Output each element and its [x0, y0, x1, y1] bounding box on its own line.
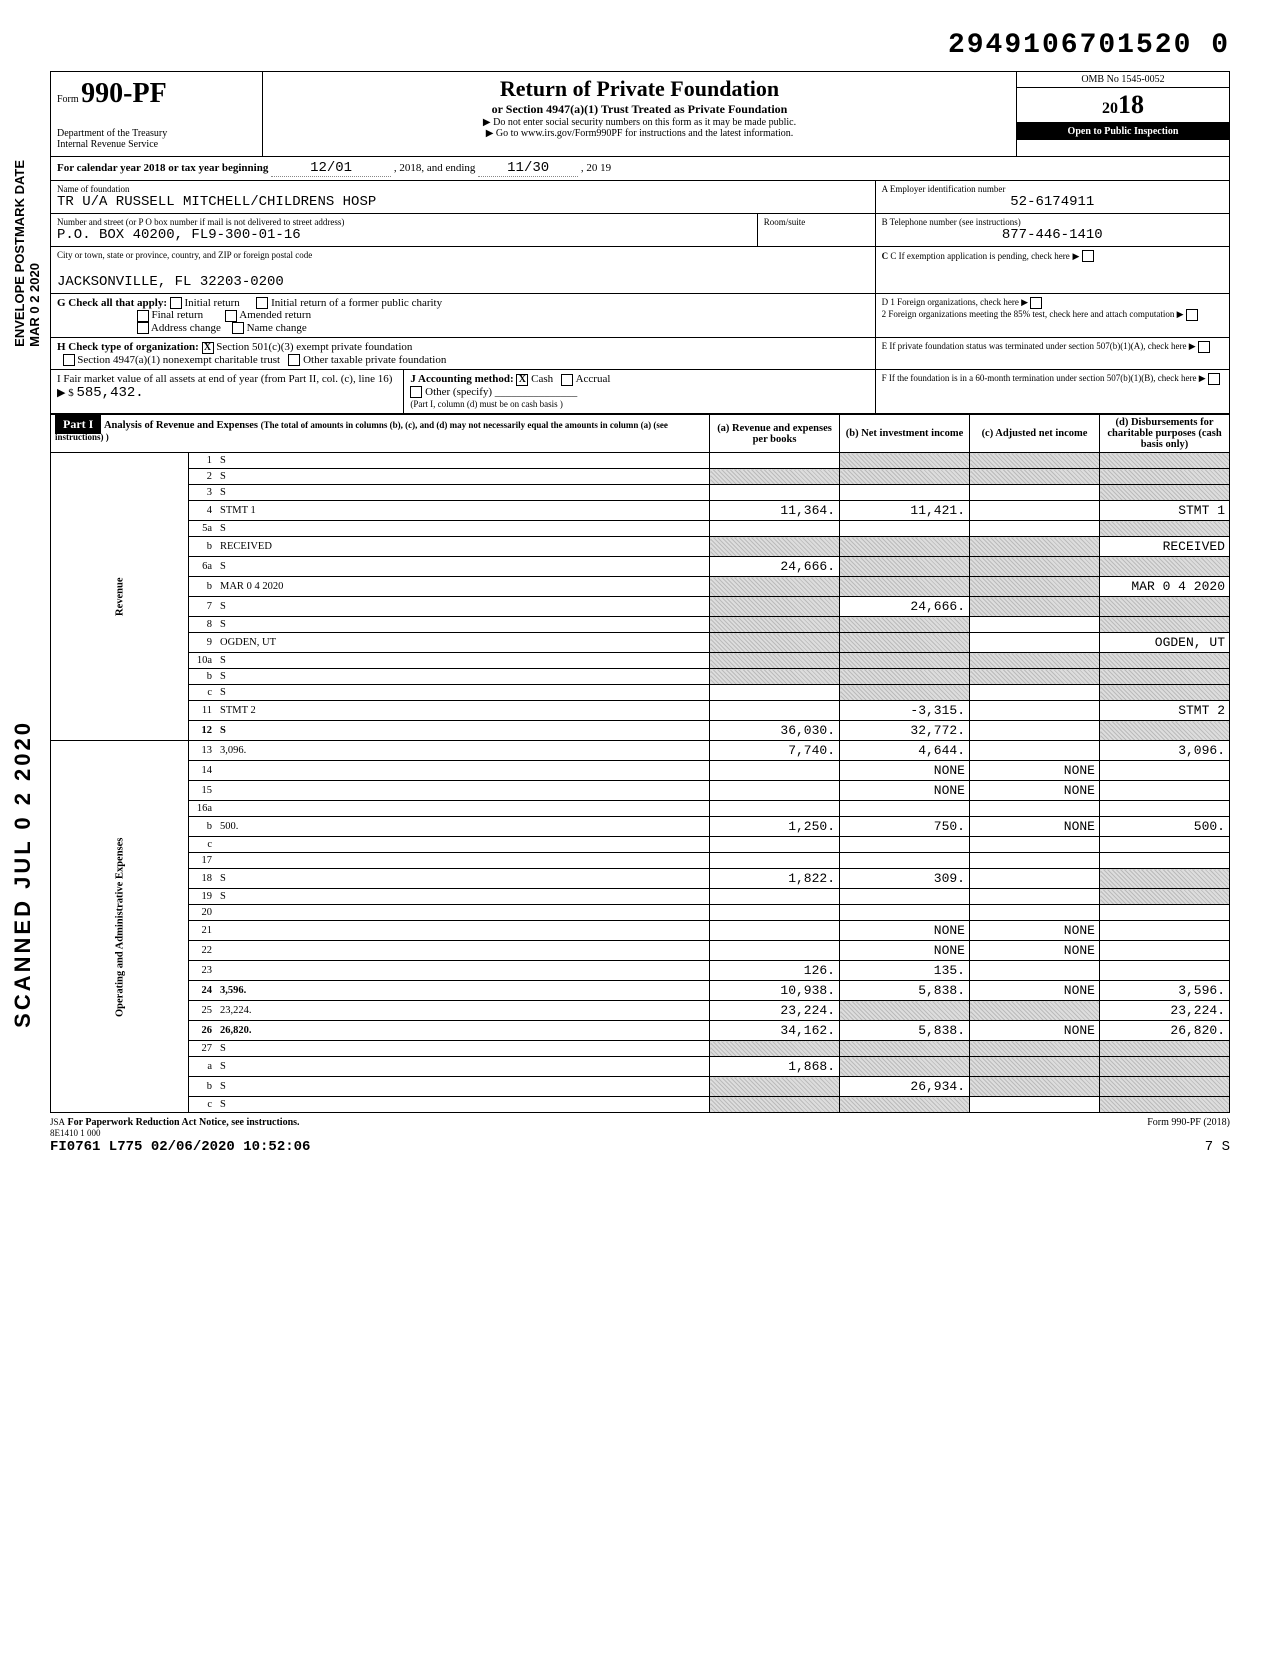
- city-state-zip: JACKSONVILLE, FL 32203-0200: [57, 274, 869, 290]
- table-row: cS: [51, 1097, 1230, 1113]
- table-row: 6aS24,666.: [51, 557, 1230, 577]
- status-terminated-checkbox[interactable]: [1198, 341, 1210, 353]
- table-row: Operating and Administrative Expenses133…: [51, 741, 1230, 761]
- postmark-stamp: ENVELOPE POSTMARK DATE MAR 0 2 2020: [12, 160, 42, 347]
- table-row: 11STMT 2-3,315.STMT 2: [51, 701, 1230, 721]
- street-address: P.O. BOX 40200, FL9-300-01-16: [57, 227, 751, 243]
- amended-return-checkbox[interactable]: [225, 310, 237, 322]
- revenue-section-label: Revenue: [51, 453, 189, 741]
- table-row: 5aS: [51, 521, 1230, 537]
- final-return-checkbox[interactable]: [137, 310, 149, 322]
- table-row: 20: [51, 905, 1230, 921]
- other-taxable-checkbox[interactable]: [288, 354, 300, 366]
- table-row: 243,596.10,938.5,838.NONE3,596.: [51, 981, 1230, 1001]
- scanned-stamp: SCANNED JUL 0 2 2020: [10, 720, 36, 1028]
- table-row: 18S1,822.309.: [51, 869, 1230, 889]
- part1-table: Part I Analysis of Revenue and Expenses …: [50, 414, 1230, 1113]
- table-row: bRECEIVEDRECEIVED: [51, 537, 1230, 557]
- omb-number: OMB No 1545-0052: [1017, 72, 1229, 88]
- other-method-checkbox[interactable]: [410, 386, 422, 398]
- table-row: bS26,934.: [51, 1077, 1230, 1097]
- form-header: Form 990-PF Department of the Treasury I…: [50, 71, 1230, 157]
- table-row: 27S: [51, 1041, 1230, 1057]
- table-row: 4STMT 111,364.11,421.STMT 1: [51, 501, 1230, 521]
- name-change-checkbox[interactable]: [232, 322, 244, 334]
- page-footer: JSA For Paperwork Reduction Act Notice, …: [50, 1117, 1230, 1155]
- table-row: 12S36,030.32,772.: [51, 721, 1230, 741]
- table-row: c: [51, 837, 1230, 853]
- tax-year: 2018: [1017, 88, 1229, 123]
- initial-return-checkbox[interactable]: [170, 297, 182, 309]
- table-row: 2S: [51, 469, 1230, 485]
- table-row: bMAR 0 4 2020MAR 0 4 2020: [51, 577, 1230, 597]
- 501c3-checkbox[interactable]: X: [202, 342, 214, 354]
- form-title: Return of Private Foundation: [267, 76, 1012, 102]
- table-row: 2626,820.34,162.5,838.NONE26,820.: [51, 1021, 1230, 1041]
- table-row: aS1,868.: [51, 1057, 1230, 1077]
- former-charity-checkbox[interactable]: [256, 297, 268, 309]
- foreign-org-checkbox[interactable]: [1030, 297, 1042, 309]
- table-row: 8S: [51, 617, 1230, 633]
- table-row: 9OGDEN, UTOGDEN, UT: [51, 633, 1230, 653]
- expenses-section-label: Operating and Administrative Expenses: [51, 741, 189, 1113]
- foundation-name: TR U/A RUSSELL MITCHELL/CHILDRENS HOSP: [57, 194, 869, 210]
- foreign-85-checkbox[interactable]: [1186, 309, 1198, 321]
- table-row: 14NONENONE: [51, 761, 1230, 781]
- table-row: 22NONENONE: [51, 941, 1230, 961]
- ein: 52-6174911: [882, 194, 1223, 210]
- table-row: 19S: [51, 889, 1230, 905]
- table-row: 16a: [51, 801, 1230, 817]
- table-row: 23126.135.: [51, 961, 1230, 981]
- table-row: 10aS: [51, 653, 1230, 669]
- table-row: 17: [51, 853, 1230, 869]
- address-change-checkbox[interactable]: [137, 322, 149, 334]
- cash-method-checkbox[interactable]: X: [516, 374, 528, 386]
- accrual-method-checkbox[interactable]: [561, 374, 573, 386]
- table-row: 3S: [51, 485, 1230, 501]
- exemption-pending-checkbox[interactable]: [1082, 250, 1094, 262]
- table-row: cS: [51, 685, 1230, 701]
- table-row: b500.1,250.750.NONE500.: [51, 817, 1230, 837]
- table-row: 2523,224.23,224.23,224.: [51, 1001, 1230, 1021]
- table-row: 7S24,666.: [51, 597, 1230, 617]
- table-row: Revenue1S: [51, 453, 1230, 469]
- table-row: 15NONENONE: [51, 781, 1230, 801]
- table-row: bS: [51, 669, 1230, 685]
- 60-month-checkbox[interactable]: [1208, 373, 1220, 385]
- document-id: 2949106701520 0: [50, 30, 1230, 61]
- telephone: 877-446-1410: [882, 227, 1223, 243]
- table-row: 21NONENONE: [51, 921, 1230, 941]
- 4947a1-checkbox[interactable]: [63, 354, 75, 366]
- fair-market-value: 585,432.: [76, 385, 143, 401]
